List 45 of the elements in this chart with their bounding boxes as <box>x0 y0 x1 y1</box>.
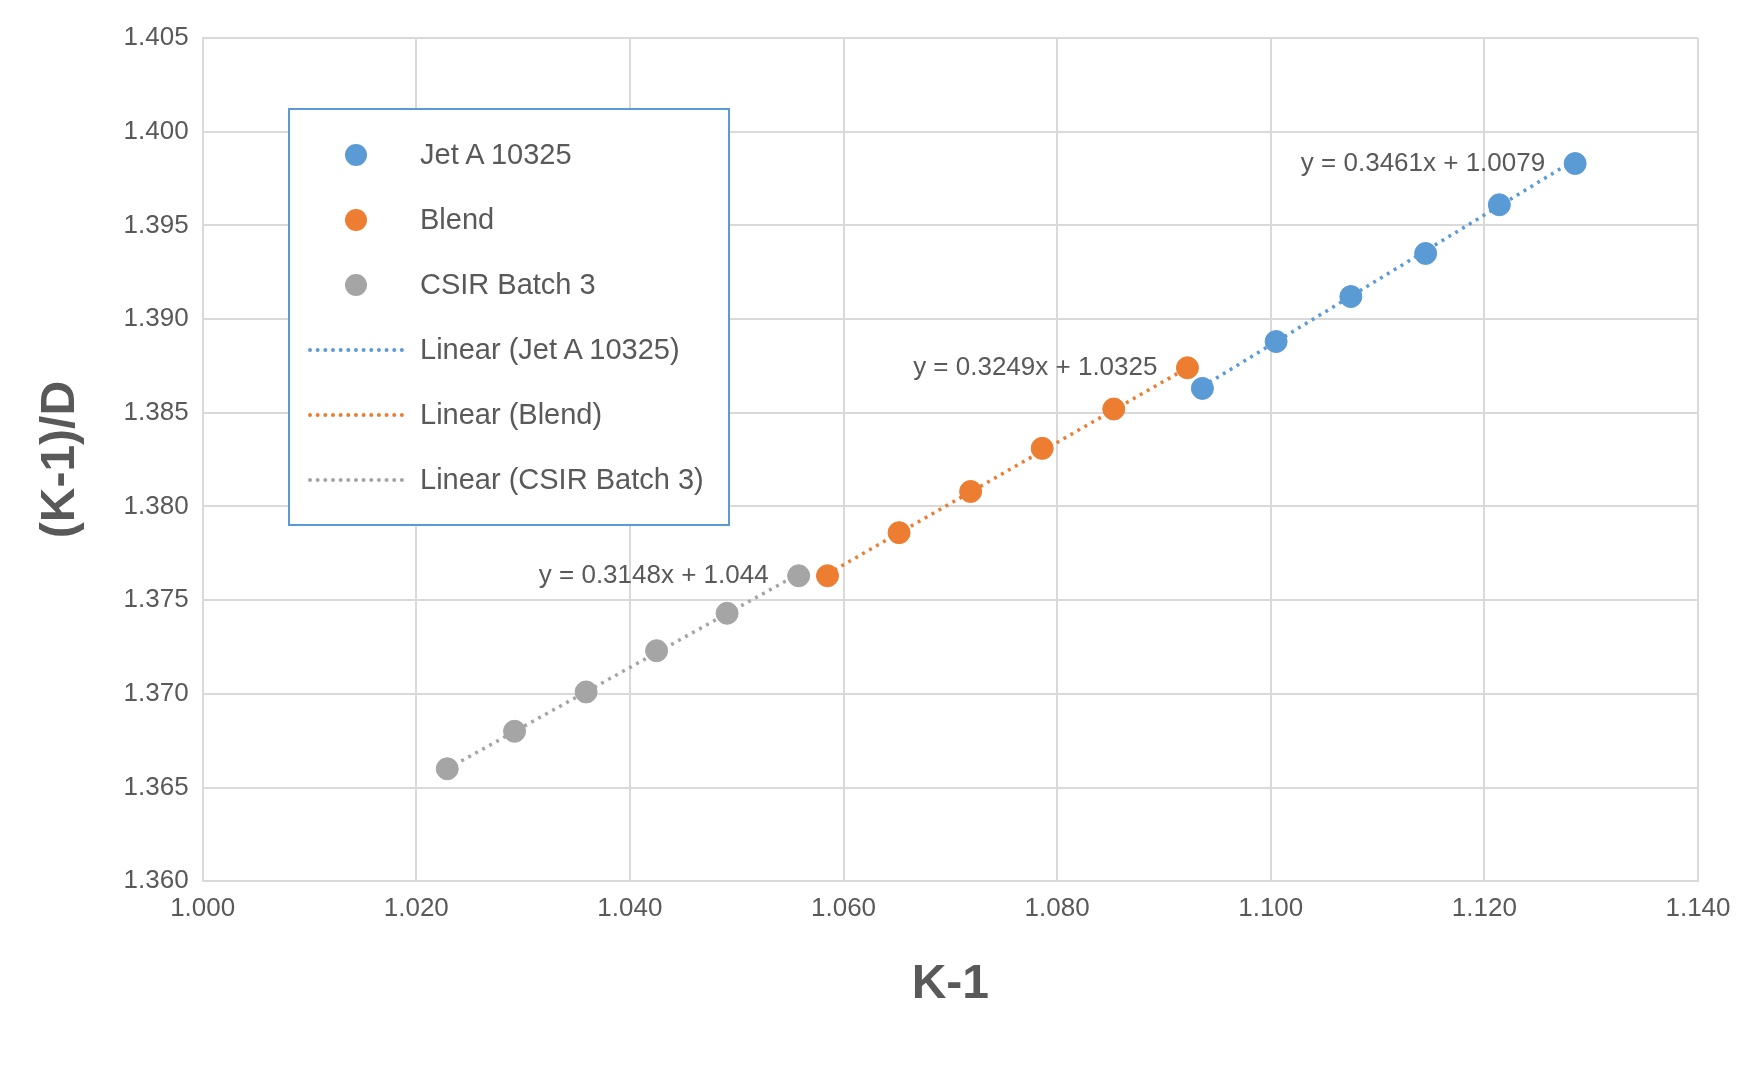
y-axis-title: (K-1)/D <box>31 380 85 539</box>
x-axis-title: K-1 <box>911 955 989 1009</box>
x-tick-label: 1.060 <box>810 891 877 922</box>
y-tick-label: 1.390 <box>123 302 189 333</box>
point <box>959 479 983 503</box>
point <box>887 521 911 545</box>
point <box>1175 356 1199 380</box>
annotation: y = 0.3148x + 1.044 <box>538 558 769 589</box>
legend-label: Linear (Jet A 10325) <box>420 333 680 366</box>
x-tick-label: 1.080 <box>1024 891 1090 922</box>
legend-label: Jet A 10325 <box>420 138 572 171</box>
point <box>715 601 739 625</box>
point <box>1190 376 1214 400</box>
point <box>574 680 598 704</box>
x-tick-label: 1.120 <box>1451 891 1517 922</box>
annotation: y = 0.3249x + 1.0325 <box>913 350 1158 381</box>
point <box>1030 436 1054 460</box>
y-tick-label: 1.365 <box>123 770 189 801</box>
point <box>1339 285 1363 309</box>
y-tick-label: 1.370 <box>123 676 189 707</box>
point <box>1563 152 1587 176</box>
legend-label: Blend <box>420 203 495 236</box>
legend-label: Linear (CSIR Batch 3) <box>420 463 704 496</box>
y-tick-label: 1.380 <box>123 489 189 520</box>
x-tick-label: 1.020 <box>383 891 449 922</box>
point <box>816 564 839 588</box>
point <box>645 639 669 663</box>
point <box>503 719 527 743</box>
point <box>1414 241 1438 265</box>
legend-label: CSIR Batch 3 <box>420 268 596 301</box>
y-tick-label: 1.400 <box>123 114 189 145</box>
y-tick-label: 1.395 <box>123 208 189 239</box>
point <box>435 757 459 781</box>
x-tick-label: 1.040 <box>597 891 663 922</box>
point <box>1487 193 1511 217</box>
point <box>787 564 811 588</box>
annotation: y = 0.3461x + 1.0079 <box>1300 146 1546 177</box>
point <box>1102 397 1126 421</box>
y-tick-label: 1.385 <box>123 395 189 426</box>
y-tick-label: 1.375 <box>123 583 189 614</box>
x-tick-label: 1.140 <box>1665 891 1731 922</box>
y-tick-label: 1.405 <box>123 21 189 52</box>
legend-label: Linear (Blend) <box>420 398 603 431</box>
point <box>1264 330 1288 354</box>
x-tick-label: 1.100 <box>1238 891 1304 922</box>
